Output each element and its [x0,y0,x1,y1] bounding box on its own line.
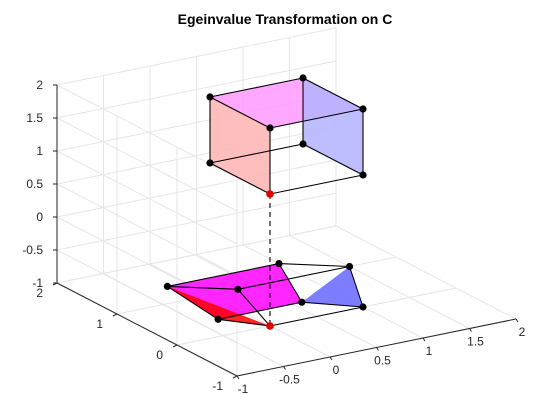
grid-line [56,225,337,284]
z-tick-label: 2 [36,78,43,92]
cube-edge [209,162,271,195]
y-axis-line [56,282,238,377]
transformed-vertex [163,282,171,290]
transformed-vertex [275,260,283,268]
transformed-edge [167,263,280,287]
cube-highlight-vertex [266,190,274,198]
shape-vertices [163,74,367,330]
z-tick-label: 1.5 [26,111,43,125]
x-tick-label: -1 [238,382,249,396]
x-tick-label: 0 [333,363,340,377]
y-tick-label: 1 [96,317,103,331]
transformed-edge [218,318,271,327]
transformed-edge [278,263,303,303]
transformed-edge [301,301,364,308]
z-tick-label: 0.5 [26,177,43,191]
transformed-highlight-vertex [266,322,274,330]
cube-vertex [359,171,367,179]
grid-line [56,150,238,245]
transformed-edge [269,306,364,327]
transformed-edge [167,285,238,290]
shape-faces [167,78,363,326]
transformed-edge [167,285,219,320]
transformed-edge [348,266,364,308]
grid-line [335,225,517,320]
x-tick-mark [236,375,240,380]
cube-face [210,97,270,194]
y-tick-mark [172,344,178,348]
cube-edge [302,143,364,176]
cube-vertex [206,159,214,167]
cube-edge [269,174,364,195]
grid-line [56,159,337,218]
x-tick-label: 0.5 [374,354,391,368]
grid-line [56,192,337,251]
y-tick-label: 0 [156,348,163,362]
y-tick-label: 2 [36,286,43,300]
x-tick-mark [515,318,519,323]
transformed-face [301,266,363,307]
transformed-vertex [359,303,367,311]
cube-vertex [359,105,367,113]
cube-edge [209,77,304,98]
transformed-edge [278,263,350,268]
cube-vertex [266,124,274,132]
x-tick-mark [283,366,286,370]
transformed-vertex [234,285,242,293]
chart-title: Egeinvalue Transformation on C [178,11,393,27]
grid-line [289,235,470,329]
cube-edge [209,96,271,129]
x-tick-mark [469,328,472,332]
transformed-face [167,286,270,326]
y-tick-label: -1 [212,379,223,393]
cube-vertex [299,140,307,148]
grid-line [56,126,337,185]
y-tick-mark [112,313,118,317]
grid-line [56,117,238,212]
z-tick-label: 0 [36,210,43,224]
y-tick-mark [232,375,238,379]
axes-lines [56,85,517,377]
x-tick-label: -0.5 [279,373,300,387]
cube-edge [302,77,364,110]
x-tick-label: 2 [519,325,526,339]
axes-grid [56,27,517,377]
cube-vertex [206,93,214,101]
z-tick-label: 1 [36,144,43,158]
z-tick-label: -0.5 [22,243,43,257]
x-tick-mark [422,337,426,342]
transformed-face [167,263,302,320]
transformed-edge [237,265,350,290]
transformed-edge [237,288,271,327]
z-tick-label: -1 [32,276,43,290]
x-tick-label: 1.5 [467,335,484,349]
grid-line [56,183,238,278]
x-tick-label: 1 [426,344,433,358]
grid-line [56,27,337,86]
cube-edge [209,143,304,164]
x-tick-mark [329,356,333,361]
cube-vertex [299,74,307,82]
grid-line [103,273,284,367]
grid-line [56,60,337,119]
transformed-edge [217,301,302,320]
x-tick-mark [376,347,379,351]
transformed-vertex [214,315,222,323]
transformed-vertex [298,298,306,306]
cube-face [303,78,363,175]
shape-edges [167,77,364,327]
transformed-vertex [345,262,354,271]
cube-edge [269,108,364,129]
